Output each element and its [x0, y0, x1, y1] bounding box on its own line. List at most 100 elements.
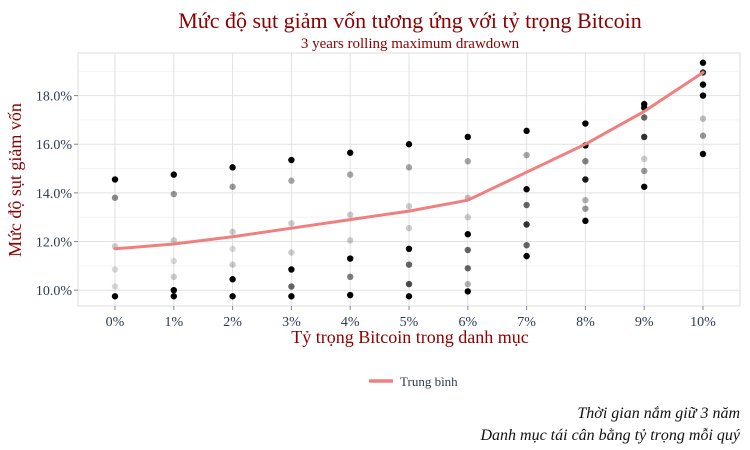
scatter-point	[170, 190, 177, 198]
scatter-point	[405, 261, 413, 268]
x-axis-title: Tỷ trọng Bitcoin trong danh mục	[291, 327, 528, 347]
scatter-point	[464, 246, 471, 254]
scatter-points	[111, 59, 707, 300]
scatter-point	[288, 293, 295, 300]
scatter-point	[170, 257, 177, 265]
scatter-point	[641, 167, 648, 175]
scatter-point	[288, 249, 295, 256]
x-tick-label: 3%	[282, 315, 301, 330]
scatter-point	[464, 265, 471, 272]
scatter-point	[523, 221, 530, 228]
scatter-point	[405, 224, 413, 232]
series-line-mean	[113, 71, 705, 251]
scatter-point	[464, 133, 471, 141]
scatter-point	[288, 177, 295, 184]
scatter-point	[347, 291, 354, 299]
scatter-point	[699, 132, 707, 139]
scatter-point	[464, 158, 471, 165]
scatter-point	[111, 266, 119, 273]
x-axis-ticks: 0% 1% 2% 3% 4% 5% 6% 7% 8% 9% 10%	[106, 306, 716, 330]
y-tick-label: 12.0%	[36, 236, 73, 251]
y-axis-ticks: 10.0% 12.0% 14.0% 16.0% 18.0%	[36, 90, 78, 299]
scatter-point	[405, 141, 413, 148]
scatter-point	[582, 158, 589, 165]
scatter-point	[523, 186, 530, 193]
scatter-point	[347, 149, 354, 156]
scatter-point	[288, 283, 295, 290]
scatter-point	[111, 176, 119, 183]
scatter-point	[464, 288, 471, 295]
scatter-point	[523, 241, 530, 249]
x-tick-label: 8%	[576, 315, 595, 330]
scatter-point	[347, 211, 354, 218]
x-tick-label: 2%	[223, 315, 242, 330]
scatter-point	[699, 92, 707, 99]
scatter-point	[229, 183, 236, 190]
scatter-point	[229, 228, 236, 236]
scatter-point	[464, 280, 471, 288]
scatter-point	[582, 217, 589, 225]
x-tick-label: 4%	[341, 315, 360, 330]
scatter-point	[347, 171, 354, 178]
scatter-point	[699, 59, 707, 66]
scatter-point	[641, 155, 648, 163]
scatter-point	[111, 283, 119, 290]
y-tick-label: 10.0%	[36, 284, 73, 299]
legend-label-mean: Trung bình	[400, 374, 458, 389]
scatter-point	[170, 273, 177, 281]
x-tick-label: 0%	[106, 315, 125, 330]
x-tick-label: 6%	[458, 315, 477, 330]
scatter-point	[523, 127, 530, 135]
scatter-point	[347, 237, 354, 244]
scatter-point	[582, 196, 589, 204]
scatter-point	[229, 276, 236, 283]
x-tick-label: 1%	[164, 315, 183, 330]
scatter-point	[641, 183, 648, 190]
scatter-point	[405, 280, 413, 288]
scatter-point	[111, 194, 119, 201]
scatter-point	[699, 81, 707, 88]
x-tick-label: 5%	[400, 315, 419, 330]
scatter-point	[582, 120, 589, 127]
scatter-point	[288, 220, 295, 227]
scatter-point	[464, 214, 471, 221]
y-tick-label: 18.0%	[36, 90, 73, 105]
scatter-point	[347, 273, 354, 281]
mean-line-layer	[113, 71, 705, 251]
scatter-point	[523, 252, 530, 260]
scatter-point	[405, 245, 413, 253]
scatter-point	[288, 156, 295, 164]
scatter-point	[641, 114, 648, 121]
caption-line-1: Thời gian nắm giữ 3 năm	[577, 405, 740, 422]
scatter-point	[582, 205, 589, 212]
chart-title: Mức độ sụt giảm vốn tương ứng với tỷ trọ…	[178, 8, 642, 33]
x-tick-label: 7%	[517, 315, 536, 330]
scatter-point	[170, 293, 177, 300]
scatter-point	[229, 261, 236, 268]
scatter-point	[229, 164, 236, 171]
scatter-point	[288, 266, 295, 273]
scatter-point	[111, 293, 119, 300]
scatter-point	[170, 237, 177, 244]
scatter-point	[523, 151, 530, 159]
caption-line-2: Danh mục tái cân bằng tỷ trọng mỗi quý	[479, 427, 740, 444]
scatter-point	[347, 255, 354, 262]
scatter-point	[405, 164, 413, 171]
legend: Trung bình	[369, 374, 458, 389]
x-tick-label: 10%	[690, 315, 716, 330]
y-tick-label: 14.0%	[36, 187, 73, 202]
scatter-point	[170, 286, 177, 294]
scatter-point	[523, 201, 530, 209]
x-tick-label: 9%	[635, 315, 654, 330]
scatter-point	[229, 293, 236, 300]
chart-subtitle: 3 years rolling maximum drawdown	[301, 36, 520, 52]
scatter-point	[582, 176, 589, 183]
scatter-point	[641, 133, 648, 141]
y-tick-label: 16.0%	[36, 138, 73, 153]
scatter-point	[699, 115, 707, 122]
scatter-point	[170, 171, 177, 178]
scatter-point	[405, 203, 413, 210]
scatter-point	[464, 231, 471, 238]
scatter-point	[699, 150, 707, 158]
